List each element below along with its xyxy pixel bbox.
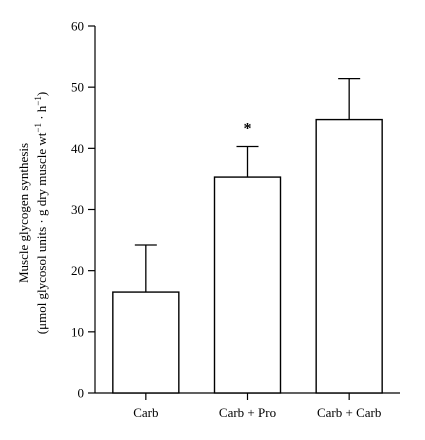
x-tick-label: Carb <box>133 405 158 420</box>
annotations: * <box>244 120 252 137</box>
y-axis-title-part1: (μmol glycosol units · g dry muscle wt <box>34 132 49 334</box>
y-tick-label: 10 <box>71 324 84 339</box>
x-tick-label: Carb + Pro <box>219 405 276 420</box>
significance-marker: * <box>244 120 252 137</box>
y-tick-label: 50 <box>71 80 84 95</box>
y-axis-title-line1: Muscle glycogen synthesis <box>16 143 31 283</box>
y-axis: 0 10 20 30 40 50 60 <box>71 19 96 401</box>
y-axis-title-mid: · h <box>34 105 49 123</box>
y-tick-label: 20 <box>71 263 84 278</box>
y-tick-label: 30 <box>71 202 84 217</box>
y-axis-title-sup2: −1 <box>33 96 43 106</box>
y-tick-label: 40 <box>71 141 84 156</box>
y-tick-label: 60 <box>71 19 84 34</box>
bar <box>213 176 282 394</box>
x-axis: Carb Carb + Pro Carb + Carb <box>95 392 400 420</box>
bar <box>315 118 383 394</box>
error-bars <box>134 77 361 293</box>
bars <box>112 118 383 394</box>
y-tick-label: 0 <box>78 386 85 401</box>
x-tick-label: Carb + Carb <box>317 405 381 420</box>
bar <box>112 291 180 394</box>
y-axis-title-end: ) <box>34 92 49 96</box>
y-axis-title-sup1: −1 <box>33 123 43 133</box>
y-axis-title-line2: (μmol glycosol units · g dry muscle wt−1… <box>33 92 49 334</box>
